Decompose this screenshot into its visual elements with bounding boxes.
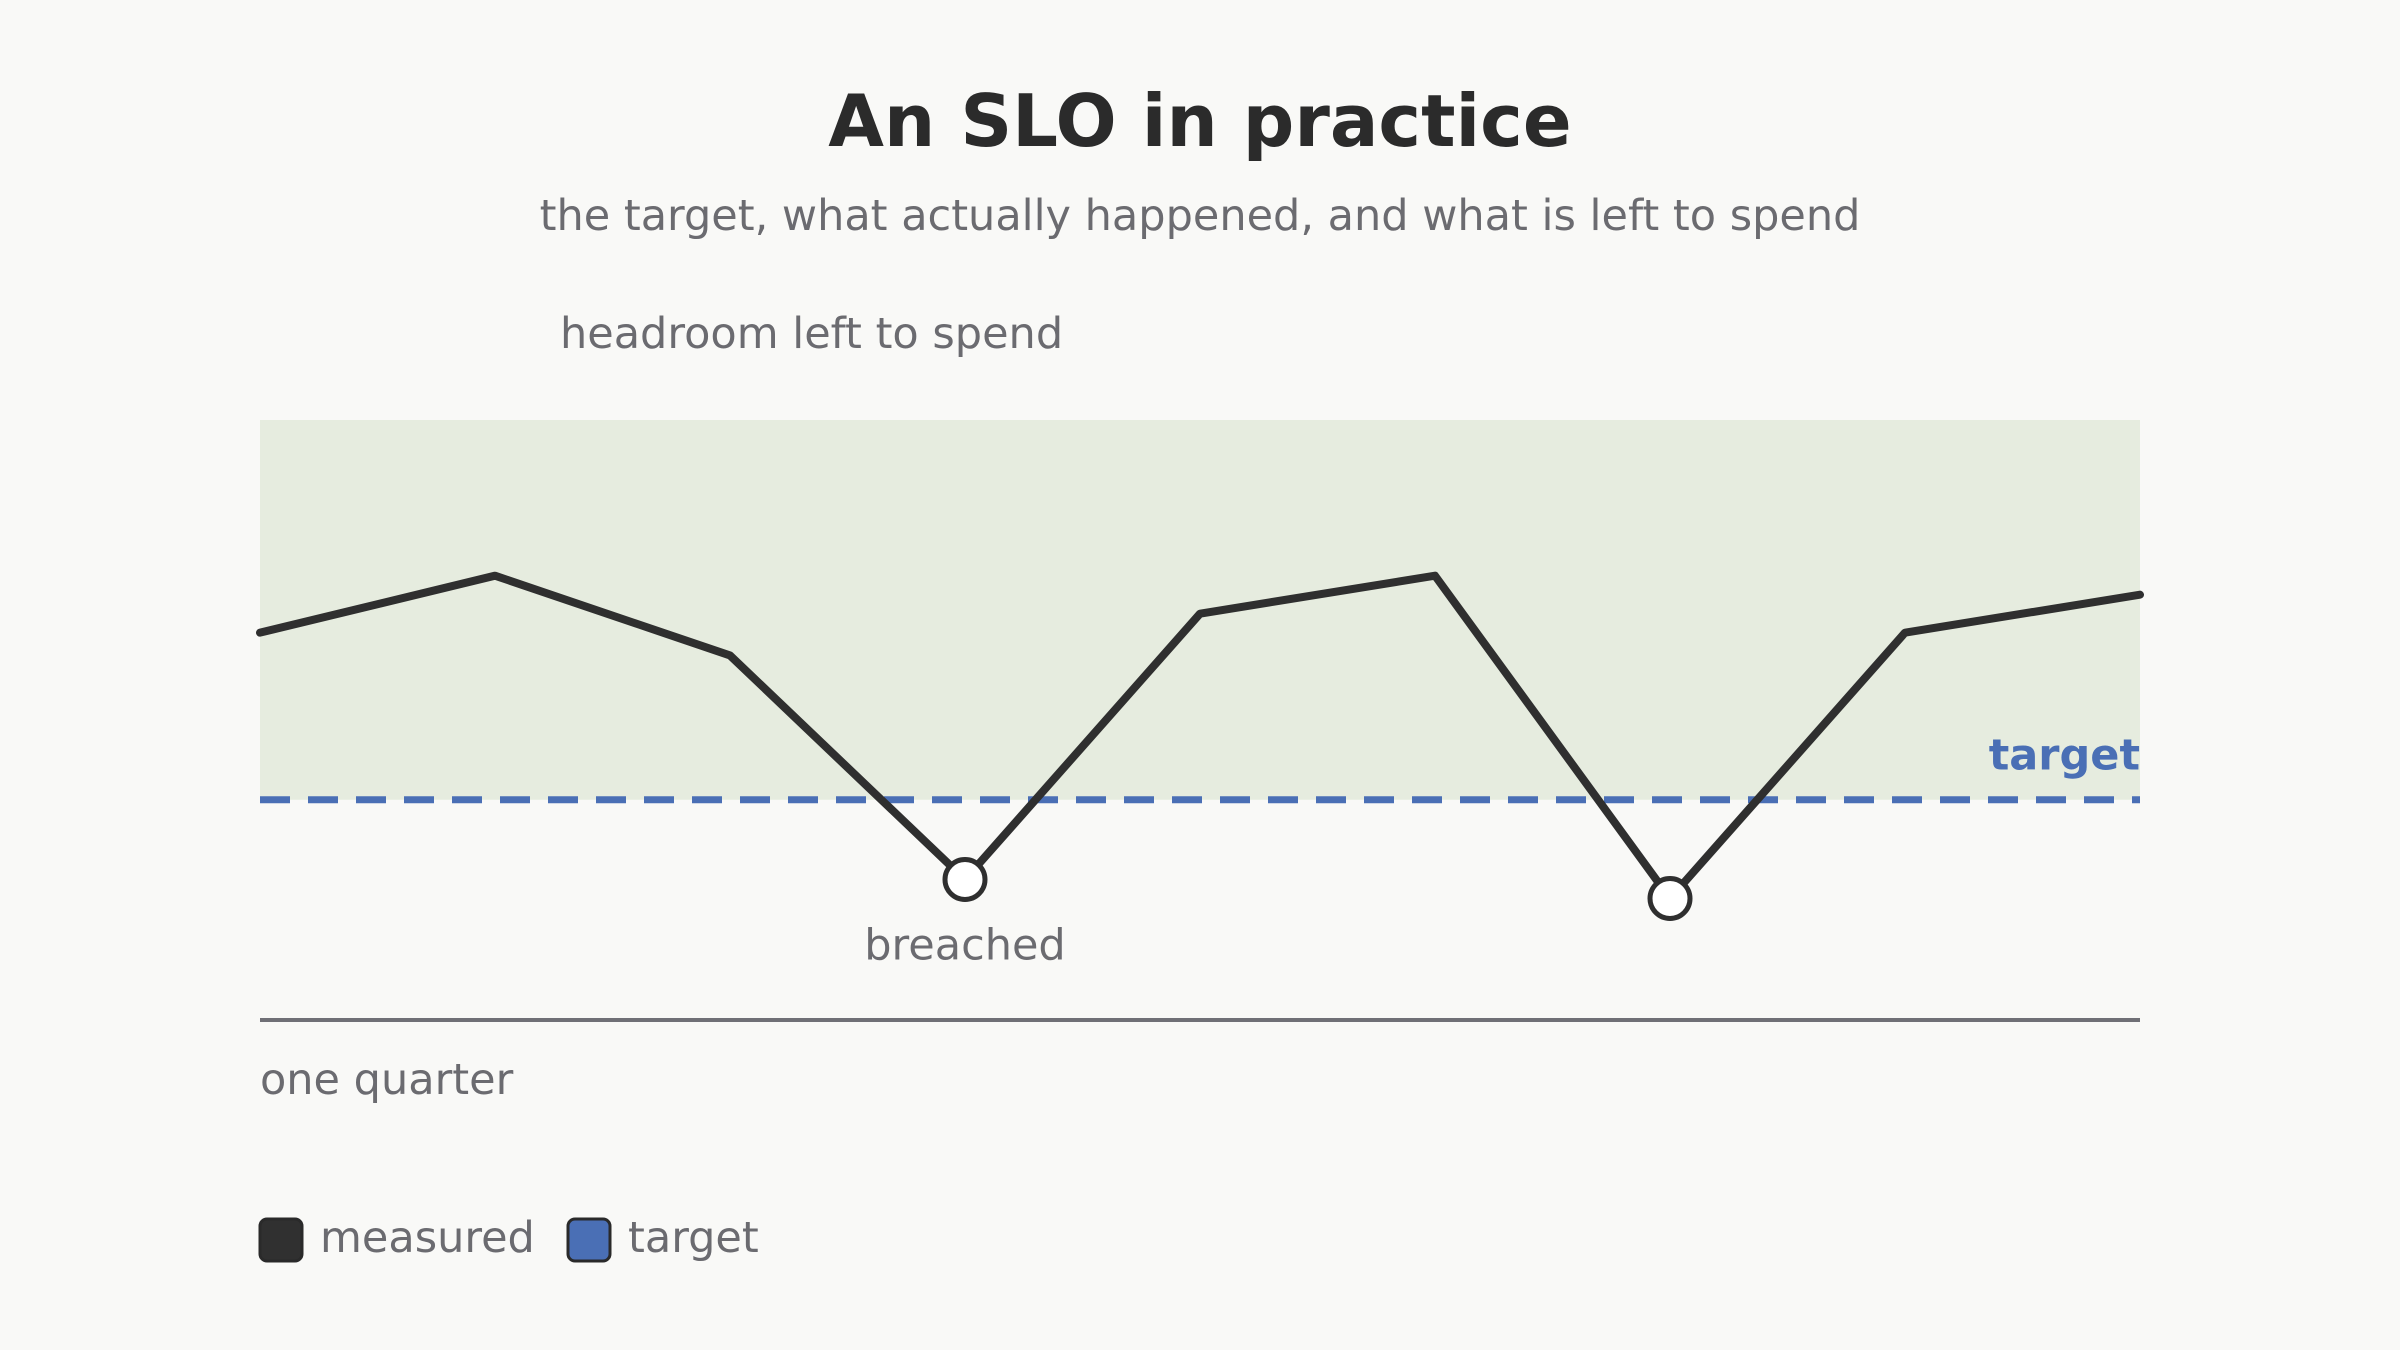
headroom-label: headroom left to spend bbox=[560, 309, 1063, 359]
breached-label: breached bbox=[864, 920, 1065, 970]
x-axis-label: one quarter bbox=[260, 1055, 514, 1105]
legend-label-target: target bbox=[628, 1213, 759, 1263]
measured-series-line bbox=[256, 571, 2144, 903]
breach-marker bbox=[1647, 875, 1693, 921]
chart-title: An SLO in practice bbox=[828, 79, 1571, 163]
target-label: target bbox=[1989, 731, 2140, 781]
breach-markers bbox=[942, 856, 1693, 921]
legend-swatch-target bbox=[566, 1217, 612, 1263]
legend-swatch-measured bbox=[258, 1217, 304, 1263]
legend-label-measured: measured bbox=[320, 1213, 535, 1263]
breach-marker bbox=[942, 856, 988, 902]
chart-subtitle: the target, what actually happened, and … bbox=[540, 191, 1861, 241]
legend: measured target bbox=[258, 1213, 759, 1263]
